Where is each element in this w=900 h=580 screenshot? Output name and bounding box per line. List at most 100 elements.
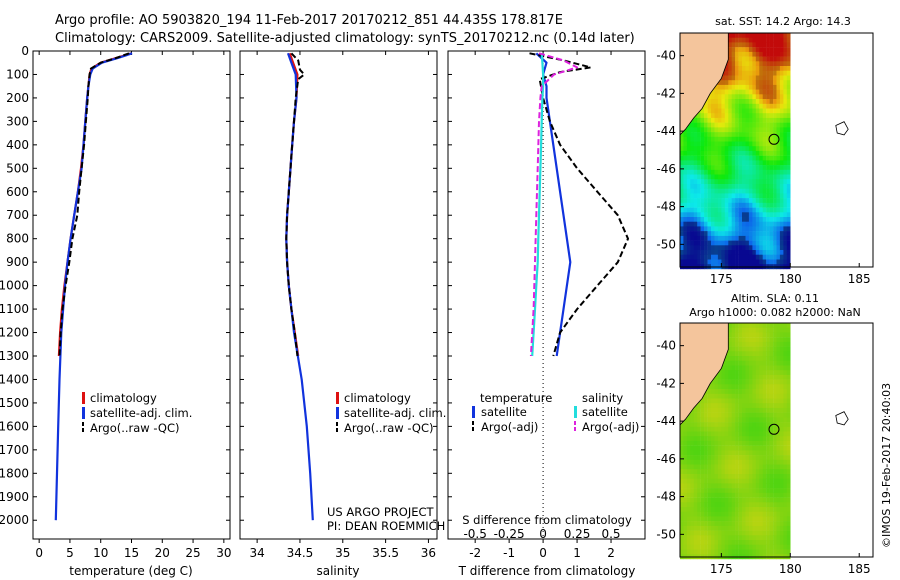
data-cell <box>728 356 732 361</box>
data-cell <box>748 426 753 432</box>
data-cell <box>762 417 767 423</box>
data-cell <box>731 379 736 385</box>
data-cell <box>752 108 757 114</box>
data-cell <box>697 245 701 251</box>
data-cell <box>690 235 694 241</box>
data-cell <box>779 398 784 404</box>
data-cell <box>683 511 688 517</box>
data-cell <box>786 384 791 390</box>
data-cell <box>762 75 767 81</box>
data-cell <box>693 245 698 251</box>
lat-tick-label: -40 <box>656 339 676 353</box>
data-cell <box>786 459 791 465</box>
data-cell <box>759 47 763 53</box>
data-cell <box>690 221 694 227</box>
data-cell <box>728 483 732 489</box>
data-cell <box>721 521 726 527</box>
data-cell <box>779 240 784 246</box>
data-cell <box>690 202 694 208</box>
data-cell <box>769 122 774 128</box>
data-cell <box>766 193 770 199</box>
data-cell <box>717 132 722 138</box>
data-cell <box>776 521 781 527</box>
data-cell <box>693 207 698 213</box>
data-cell <box>683 450 688 456</box>
data-cell <box>766 549 770 555</box>
data-cell <box>759 507 763 512</box>
data-cell <box>724 117 729 123</box>
data-cell <box>686 535 691 541</box>
data-cell <box>731 108 736 114</box>
data-cell <box>697 403 701 409</box>
data-cell <box>704 535 708 541</box>
data-cell <box>683 507 688 512</box>
data-cell <box>693 469 698 475</box>
data-cell <box>762 436 767 442</box>
data-cell <box>724 226 729 232</box>
data-cell <box>707 502 712 508</box>
data-cell <box>786 198 791 204</box>
data-cell <box>755 221 760 227</box>
data-cell <box>742 511 746 517</box>
data-cell <box>735 341 739 347</box>
data-cell <box>776 478 781 484</box>
data-cell <box>690 535 694 541</box>
data-cell <box>783 403 788 409</box>
data-cell <box>721 365 726 371</box>
data-cell <box>773 235 777 241</box>
data-cell <box>721 198 726 204</box>
data-cell <box>728 66 732 71</box>
data-cell <box>783 412 788 418</box>
data-cell <box>731 549 736 555</box>
data-cell <box>717 370 722 376</box>
data-cell <box>731 540 736 545</box>
data-cell <box>766 94 770 100</box>
data-cell <box>755 360 760 366</box>
salinity-tick-label: 34 <box>249 546 264 560</box>
data-cell <box>697 221 701 227</box>
data-cell <box>762 507 767 512</box>
data-cell <box>762 384 767 390</box>
data-cell <box>748 51 753 57</box>
data-cell <box>745 42 750 48</box>
data-cell <box>707 240 712 246</box>
sla-map-frame <box>679 322 874 558</box>
data-cell <box>721 436 726 442</box>
data-cell <box>697 169 701 175</box>
data-cell <box>776 346 781 352</box>
data-cell <box>683 254 688 260</box>
data-cell <box>711 226 715 232</box>
data-cell <box>776 530 781 536</box>
data-cell <box>686 160 691 166</box>
data-cell <box>735 99 739 104</box>
data-cell <box>766 327 770 333</box>
data-cell <box>738 417 743 423</box>
data-cell <box>773 384 777 390</box>
data-cell <box>742 337 746 343</box>
data-cell <box>742 193 746 199</box>
data-cell <box>731 254 736 260</box>
data-cell <box>724 374 729 380</box>
data-cell <box>766 474 770 479</box>
data-cell <box>745 459 750 465</box>
data-cell <box>759 226 763 232</box>
data-cell <box>786 84 791 90</box>
data-cell <box>738 337 743 343</box>
data-cell <box>686 464 691 470</box>
data-cell <box>786 521 791 527</box>
data-cell <box>766 259 770 265</box>
data-cell <box>773 136 777 142</box>
data-cell <box>721 398 726 404</box>
data-cell <box>700 174 705 180</box>
data-cell <box>766 346 770 352</box>
data-cell <box>752 327 757 333</box>
data-cell <box>711 146 715 152</box>
data-cell <box>748 193 753 199</box>
data-cell <box>742 146 746 152</box>
data-cell <box>745 346 750 352</box>
data-cell <box>707 398 712 404</box>
data-cell <box>776 202 781 208</box>
data-cell <box>683 207 688 213</box>
data-cell <box>769 464 774 470</box>
data-cell <box>779 51 784 57</box>
